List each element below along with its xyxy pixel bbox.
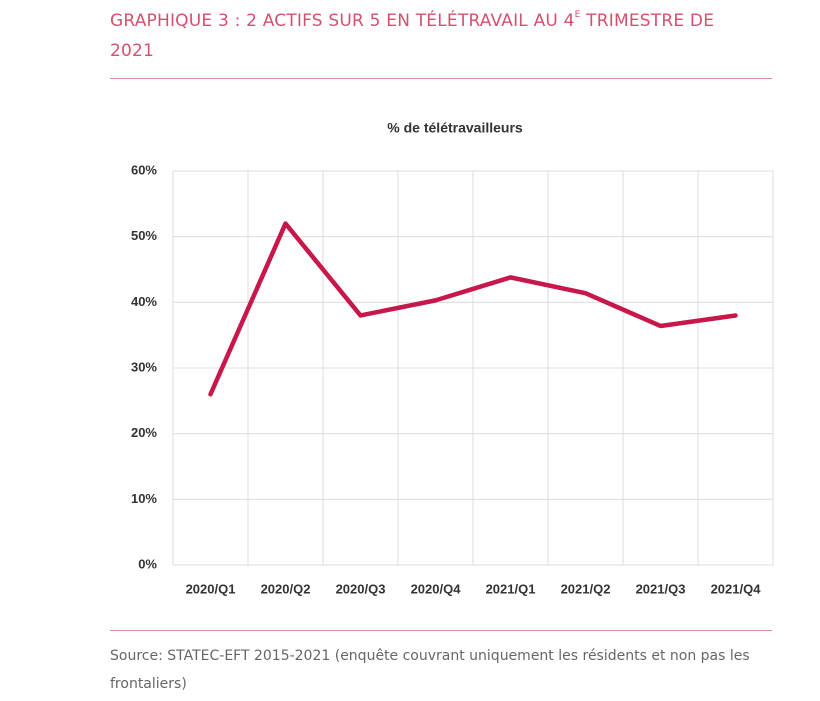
- title-text: TRIMESTRE DE 2021: [110, 11, 715, 61]
- chart-subtitle: % de télétravailleurs: [387, 120, 523, 136]
- title-superscript: E: [574, 10, 581, 20]
- chart-title: GRAPHIQUE 3 : 2 ACTIFS SUR 5 EN TÉLÉTRAV…: [110, 6, 750, 66]
- y-tick-label: 20%: [131, 425, 157, 440]
- x-tick-label: 2021/Q4: [711, 581, 762, 596]
- x-tick-label: 2020/Q3: [336, 581, 386, 596]
- x-tick-label: 2020/Q4: [411, 581, 462, 596]
- y-tick-label: 50%: [131, 228, 157, 243]
- title-text: GRAPHIQUE 3 : 2 ACTIFS SUR 5 EN TÉLÉTRAV…: [110, 11, 575, 31]
- y-tick-label: 30%: [131, 359, 157, 374]
- x-tick-label: 2021/Q3: [636, 581, 686, 596]
- y-tick-label: 60%: [131, 162, 157, 177]
- rule: [110, 78, 772, 79]
- x-tick-label: 2021/Q2: [561, 581, 611, 596]
- data-line: [208, 221, 738, 397]
- rule: [110, 630, 772, 631]
- y-tick-label: 40%: [131, 294, 157, 309]
- y-tick-label: 10%: [131, 491, 157, 506]
- source-note: Source: STATEC-EFT 2015-2021 (enquête co…: [110, 648, 750, 692]
- x-tick-label: 2021/Q1: [486, 581, 536, 596]
- x-tick-label: 2020/Q2: [261, 581, 311, 596]
- x-tick-label: 2020/Q1: [186, 581, 236, 596]
- y-tick-label: 0%: [138, 556, 157, 571]
